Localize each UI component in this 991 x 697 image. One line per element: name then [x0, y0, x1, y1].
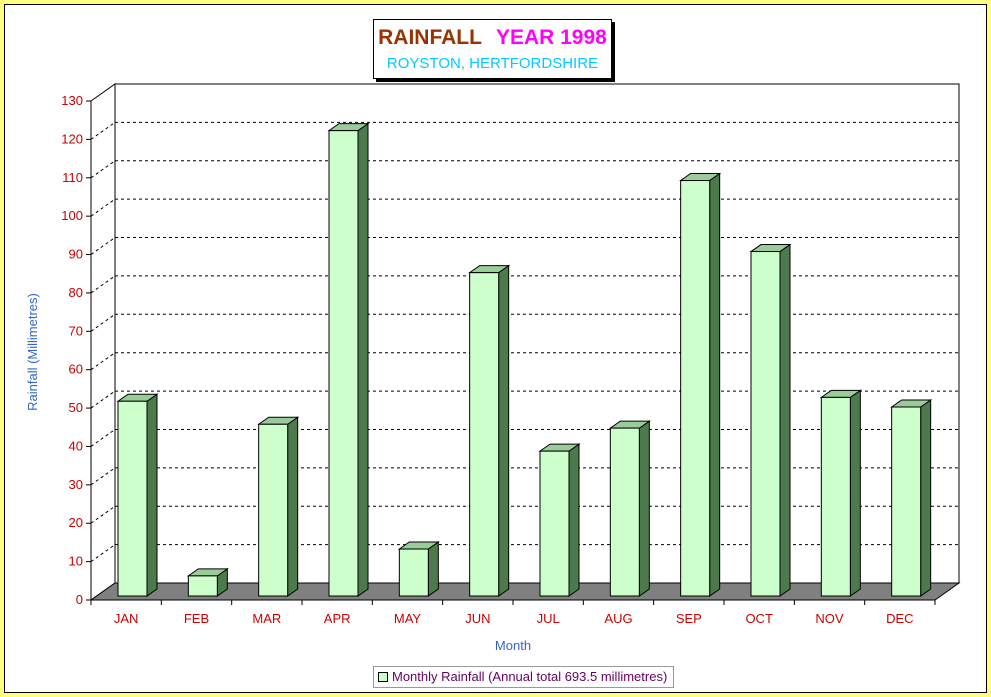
- y-tick-label: 100: [61, 208, 83, 223]
- bar-side: [498, 264, 510, 597]
- x-tick-label: APR: [324, 611, 351, 626]
- bar-front: [609, 427, 640, 597]
- bar-side: [920, 399, 932, 597]
- x-tick-label: JUN: [465, 611, 490, 626]
- axes: [86, 83, 961, 605]
- x-tick-label: JAN: [114, 611, 139, 626]
- bar-side: [146, 393, 158, 597]
- x-tick-label: SEP: [676, 611, 702, 626]
- bar-feb: [186, 567, 229, 597]
- y-tick-label: 120: [61, 131, 83, 146]
- y-tick-label: 20: [69, 515, 83, 530]
- bar-jun: [468, 264, 511, 597]
- grid-line-side: [90, 237, 116, 255]
- grid-line-side: [90, 467, 116, 486]
- grid-line-side: [90, 505, 116, 524]
- y-tick-label: 50: [69, 400, 83, 415]
- grid-line-side: [90, 198, 116, 217]
- bar-front: [187, 575, 218, 597]
- x-tick-label: DEC: [886, 611, 913, 626]
- y-tick-label: 90: [69, 247, 83, 262]
- grid-line-side: [90, 544, 116, 563]
- bar-front: [258, 423, 289, 597]
- side-wall: [90, 83, 116, 601]
- grid-line-side: [90, 160, 116, 179]
- tick-labels: 0 10 20 30 40 50 60 70 80 90 100 110 120 130 JAN FEB MAR…: [61, 93, 913, 626]
- bar-front: [117, 400, 148, 597]
- grid-line-side: [90, 313, 116, 332]
- chart-title: RAINFALL YEAR 1998: [374, 26, 611, 50]
- bar-front: [820, 396, 851, 597]
- x-tick-label: NOV: [815, 611, 844, 626]
- x-tick-label: MAY: [394, 611, 422, 626]
- x-tick-label: JUL: [537, 611, 560, 626]
- bar-aug: [608, 420, 651, 597]
- y-tick-label: 30: [69, 477, 83, 492]
- y-tick-label: 60: [69, 362, 83, 377]
- grid-line-side: [90, 429, 116, 447]
- y-axis-title: Rainfall (Millimetres): [25, 293, 40, 411]
- bar-side: [849, 389, 861, 597]
- grid-line-side: [90, 275, 116, 294]
- x-tick-label: MAR: [252, 611, 281, 626]
- grid-line-side: [90, 390, 116, 409]
- chart-title-box: RAINFALL YEAR 1998 ROYSTON, HERTFORDSHIRE: [373, 19, 612, 79]
- bar-side: [779, 243, 791, 597]
- bar-oct: [749, 243, 792, 597]
- legend-swatch: [378, 672, 388, 682]
- grid-lines: [90, 121, 959, 563]
- bar-mar: [257, 416, 300, 597]
- bar-jul: [538, 443, 581, 597]
- title-rainfall: RAINFALL: [378, 26, 482, 49]
- y-tick-label: 0: [76, 592, 83, 607]
- bar-side: [427, 541, 439, 597]
- bar-side: [357, 122, 369, 597]
- bar-nov: [819, 389, 862, 597]
- bar-front: [469, 272, 500, 597]
- bar-side: [709, 172, 721, 597]
- x-axis-title: Month: [495, 638, 531, 653]
- y-tick-label: 130: [61, 93, 83, 108]
- x-tick-label: FEB: [184, 611, 209, 626]
- y-tick-label: 80: [69, 285, 83, 300]
- y-tick-label: 70: [69, 323, 83, 338]
- legend: Monthly Rainfall (Annual total 693.5 mil…: [373, 666, 675, 688]
- chart-subtitle: ROYSTON, HERTFORDSHIRE: [386, 55, 599, 72]
- bar-front: [539, 450, 570, 597]
- title-year: YEAR 1998: [495, 26, 607, 49]
- x-tick-label: OCT: [745, 611, 773, 626]
- grid-line-side: [90, 121, 116, 140]
- bar-front: [680, 180, 711, 597]
- bar-side: [638, 420, 650, 597]
- bar-front: [328, 130, 359, 597]
- x-tick-label: AUG: [604, 611, 632, 626]
- bar-sep: [679, 172, 722, 597]
- bars: [116, 122, 933, 597]
- bar-jan: [116, 393, 159, 597]
- bar-side: [287, 416, 299, 597]
- bar-front: [750, 251, 781, 597]
- bar-dec: [890, 399, 933, 597]
- bar-front: [891, 406, 922, 597]
- y-tick-label: 110: [62, 170, 83, 185]
- grid-line-side: [90, 352, 116, 371]
- bar-may: [397, 541, 440, 597]
- bar-apr: [327, 122, 370, 597]
- legend-label: Monthly Rainfall (Annual total 693.5 mil…: [392, 669, 668, 684]
- bar-front: [398, 548, 429, 597]
- y-tick-label: 10: [69, 554, 83, 569]
- bar-side: [568, 443, 580, 597]
- y-tick-label: 40: [69, 438, 83, 453]
